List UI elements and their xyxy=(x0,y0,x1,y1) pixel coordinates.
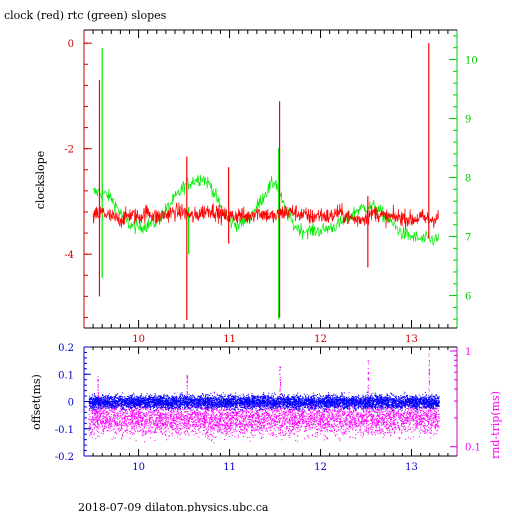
y2-tick-label: 0.1 xyxy=(465,443,481,454)
top-y-axis-label: clockslope xyxy=(34,151,47,209)
bottom-y2-axis-label: rnd-trip(ms) xyxy=(489,391,502,459)
y2-tick-label: 9 xyxy=(465,115,471,126)
y-tick-label: 0.1 xyxy=(58,370,74,381)
x-tick-label: 13 xyxy=(405,334,418,345)
top-series xyxy=(92,43,440,321)
y2-tick-label: 7 xyxy=(465,233,471,244)
top-ticks: 10 11 12 13 0 -2 -4 10 9 8 7 6 xyxy=(64,30,478,345)
y-tick-label: -2 xyxy=(64,145,74,156)
rnd-trip-points xyxy=(88,353,440,444)
x-tick-label: 10 xyxy=(132,334,145,345)
y2-tick-label: 1 xyxy=(465,347,471,358)
x-tick-label: 11 xyxy=(223,462,236,473)
y-tick-label: -0.2 xyxy=(55,452,74,463)
offset-points xyxy=(88,391,440,413)
y2-tick-label: 8 xyxy=(465,174,471,185)
y-tick-label: 0 xyxy=(68,398,74,409)
y-tick-label: 0 xyxy=(68,39,74,50)
x-tick-label: 10 xyxy=(132,462,145,473)
y-tick-label: -4 xyxy=(64,250,74,261)
x-tick-label: 13 xyxy=(405,462,418,473)
top-chart-title: clock (red) rtc (green) slopes xyxy=(4,9,167,22)
y-tick-label: 0.2 xyxy=(58,343,74,354)
bottom-y-axis-label: offset(ms) xyxy=(30,374,43,430)
x-tick-label: 12 xyxy=(314,462,327,473)
clock-series-line xyxy=(92,202,440,230)
bottom-series xyxy=(88,353,440,444)
y2-tick-label: 6 xyxy=(465,292,471,303)
footer-caption: 2018-07-09 dilaton.physics.ubc.ca xyxy=(78,501,269,512)
y-tick-label: -0.1 xyxy=(55,425,74,436)
top-plot-frame xyxy=(83,29,458,329)
y2-tick-label: 10 xyxy=(465,56,478,67)
x-tick-label: 11 xyxy=(223,334,236,345)
x-tick-label: 12 xyxy=(314,334,327,345)
bottom-ticks: 10 11 12 13 0.2 0.1 0 -0.1 -0.2 1 0.1 xyxy=(55,343,481,473)
